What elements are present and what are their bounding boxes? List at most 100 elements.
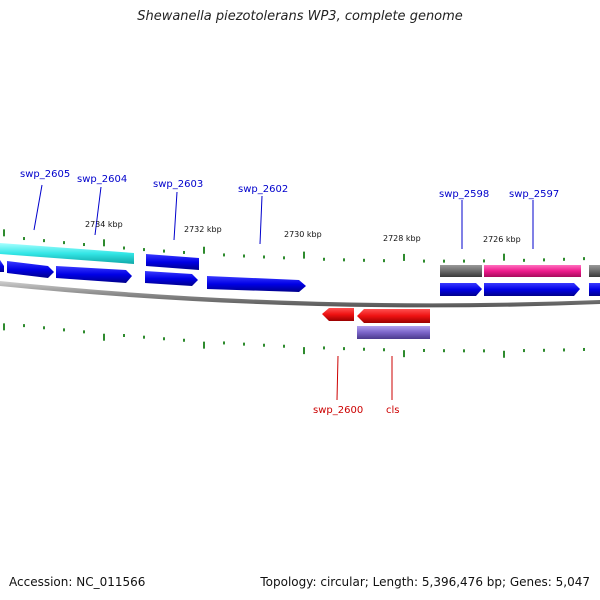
genome-backbone bbox=[0, 281, 600, 308]
feature-bar-purple bbox=[357, 326, 430, 339]
gene-label-swp_2604[interactable]: swp_2604 bbox=[77, 174, 127, 185]
minor-tick bbox=[363, 347, 365, 351]
major-tick bbox=[403, 253, 405, 261]
minor-tick bbox=[423, 348, 425, 352]
major-tick bbox=[103, 333, 105, 341]
feature-bar-grey bbox=[440, 265, 482, 277]
accession-text: Accession: NC_011566 bbox=[9, 575, 146, 589]
minor-tick bbox=[383, 348, 385, 352]
minor-tick bbox=[63, 241, 65, 245]
gene-arrow-swp_2605b[interactable] bbox=[7, 261, 54, 278]
minor-tick bbox=[523, 349, 525, 353]
minor-tick bbox=[323, 257, 325, 261]
minor-tick bbox=[223, 341, 225, 345]
minor-tick bbox=[563, 257, 565, 261]
gene-label-swp_2603[interactable]: swp_2603 bbox=[153, 179, 203, 190]
gene-arrow-swp_2600[interactable] bbox=[322, 308, 354, 321]
scale-label: 2734 kbp bbox=[85, 220, 123, 229]
minor-tick bbox=[163, 337, 165, 341]
major-tick bbox=[503, 350, 505, 358]
gene-arrow-swp_2598[interactable] bbox=[440, 283, 482, 296]
minor-tick bbox=[443, 259, 445, 263]
minor-tick bbox=[263, 343, 265, 347]
gene-label-swp_2605[interactable]: swp_2605 bbox=[20, 169, 70, 180]
inner-tick-ring bbox=[3, 323, 585, 358]
major-tick bbox=[3, 323, 5, 331]
scale-label: 2726 kbp bbox=[483, 235, 521, 244]
minor-tick bbox=[123, 246, 125, 250]
gene-label-swp_2602[interactable]: swp_2602 bbox=[238, 184, 288, 195]
minor-tick bbox=[183, 250, 185, 254]
forward-gene-labels: swp_2605 swp_2604 swp_2603 swp_2602 swp_… bbox=[20, 169, 559, 200]
minor-tick bbox=[463, 349, 465, 353]
gene-label-swp_2598[interactable]: swp_2598 bbox=[439, 189, 489, 200]
minor-tick bbox=[43, 239, 45, 243]
minor-tick bbox=[83, 243, 85, 247]
minor-tick bbox=[43, 326, 45, 330]
gene-arrow-cls[interactable] bbox=[357, 309, 430, 323]
gene-label-cls[interactable]: cls bbox=[386, 405, 400, 416]
minor-tick bbox=[263, 255, 265, 259]
minor-tick bbox=[583, 257, 585, 261]
minor-tick bbox=[143, 335, 145, 339]
minor-tick bbox=[483, 259, 485, 263]
minor-tick bbox=[543, 258, 545, 262]
map-title: Shewanella piezotolerans WP3, complete g… bbox=[137, 9, 463, 24]
genome-summary-text: Topology: circular; Length: 5,396,476 bp… bbox=[260, 575, 590, 589]
minor-tick bbox=[543, 348, 545, 352]
minor-tick bbox=[283, 344, 285, 348]
minor-tick bbox=[283, 256, 285, 260]
minor-tick bbox=[383, 259, 385, 263]
minor-tick bbox=[183, 338, 185, 342]
gene-arrow-swp_2597[interactable] bbox=[484, 283, 580, 296]
minor-tick bbox=[243, 254, 245, 258]
feature-bar-cyan bbox=[0, 243, 134, 264]
minor-tick bbox=[63, 328, 65, 332]
minor-tick bbox=[83, 330, 85, 334]
gene-arrow-swp_2602[interactable] bbox=[207, 276, 306, 292]
major-tick bbox=[3, 229, 5, 237]
minor-tick bbox=[243, 342, 245, 346]
minor-tick bbox=[463, 259, 465, 263]
gene-arrow-swp_2604[interactable] bbox=[56, 266, 132, 283]
minor-tick bbox=[23, 237, 25, 241]
gene-arrow-swp_2605[interactable] bbox=[0, 260, 4, 272]
minor-tick bbox=[523, 258, 525, 262]
scale-labels: 2734 kbp 2732 kbp 2730 kbp 2728 kbp 2726… bbox=[85, 220, 521, 244]
outer-tick-ring bbox=[3, 229, 585, 263]
forward-label-leaders bbox=[33, 184, 534, 249]
minor-tick bbox=[163, 249, 165, 253]
minor-tick bbox=[443, 349, 445, 353]
minor-tick bbox=[323, 346, 325, 350]
gene-label-swp_2600[interactable]: swp_2600 bbox=[313, 405, 363, 416]
feature-bar-grey-edge bbox=[589, 265, 600, 277]
gene-arrow-swp_2603[interactable] bbox=[145, 271, 198, 286]
minor-tick bbox=[363, 258, 365, 262]
minor-tick bbox=[23, 324, 25, 328]
scale-label: 2732 kbp bbox=[184, 225, 222, 234]
major-tick bbox=[303, 347, 305, 355]
minor-tick bbox=[143, 248, 145, 252]
reverse-label-leaders bbox=[336, 355, 393, 401]
gene-label-swp_2597[interactable]: swp_2597 bbox=[509, 189, 559, 200]
minor-tick bbox=[483, 349, 485, 353]
minor-tick bbox=[583, 347, 585, 351]
major-tick bbox=[203, 341, 205, 349]
major-tick bbox=[203, 246, 205, 254]
major-tick bbox=[103, 239, 105, 247]
minor-tick bbox=[343, 258, 345, 262]
minor-tick bbox=[423, 259, 425, 263]
gene-box-swp_2603[interactable] bbox=[146, 254, 199, 270]
reverse-gene-labels: swp_2600 cls bbox=[313, 405, 400, 416]
minor-tick bbox=[343, 347, 345, 351]
scale-label: 2730 kbp bbox=[284, 230, 322, 239]
minor-tick bbox=[123, 334, 125, 338]
major-tick bbox=[503, 253, 505, 261]
scale-label: 2728 kbp bbox=[383, 234, 421, 243]
gene-arrow-edge[interactable] bbox=[589, 283, 600, 296]
major-tick bbox=[403, 350, 405, 358]
minor-tick bbox=[223, 253, 225, 257]
feature-bar-pink bbox=[484, 265, 581, 277]
